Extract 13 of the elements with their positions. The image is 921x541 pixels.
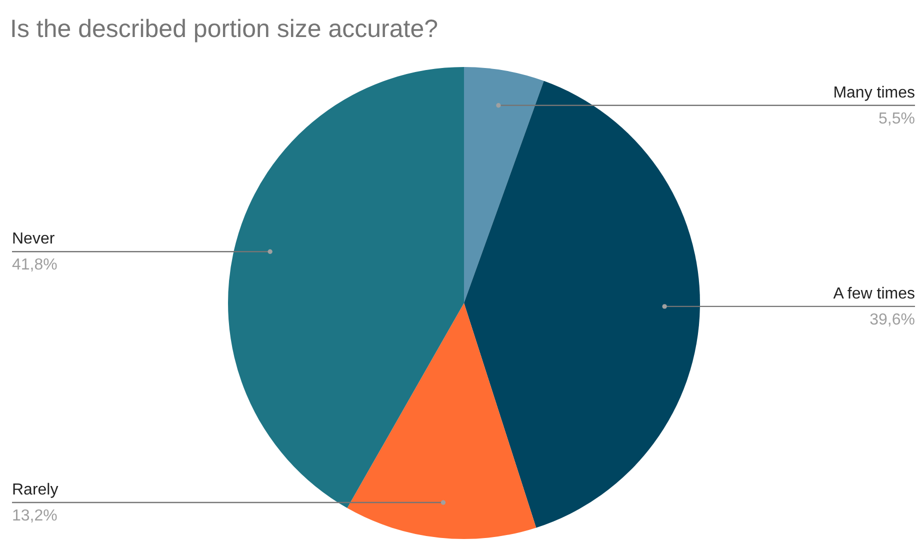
slice-label: Rarely <box>12 482 58 499</box>
data-label: 39,6% <box>870 311 915 328</box>
slice-label: Never <box>12 230 56 248</box>
data-label: 5,5% <box>878 110 915 128</box>
pie-slice <box>464 80 700 528</box>
chart-title: Is the described portion size accurate? <box>10 15 438 43</box>
data-label: 13,2% <box>12 508 58 525</box>
slice-label: A few times <box>833 285 915 302</box>
pie-slice <box>347 303 536 539</box>
pie-slice <box>228 67 464 508</box>
pie-slice <box>464 67 544 303</box>
slice-label: Many times <box>833 84 915 102</box>
data-label: 41,8% <box>12 256 58 274</box>
